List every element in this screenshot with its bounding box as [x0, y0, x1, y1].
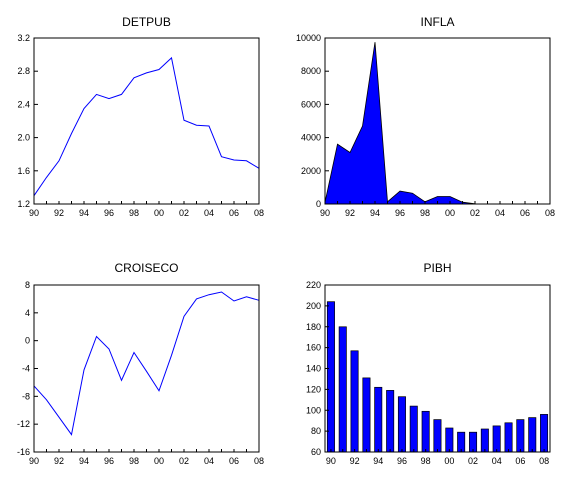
x-tick-label: 94 [373, 456, 383, 466]
x-tick-label: 94 [79, 456, 89, 466]
y-tick-label: 0 [316, 199, 321, 209]
bar-1990 [326, 301, 335, 453]
series-area-infla [324, 42, 551, 205]
x-tick-label: 02 [179, 456, 189, 466]
x-tick-label: 90 [29, 456, 39, 466]
x-tick-label: 04 [204, 456, 214, 466]
bar-1991 [338, 326, 347, 453]
x-tick-label: 08 [254, 208, 264, 218]
x-tick-label: 02 [179, 208, 189, 218]
bar-1996 [397, 396, 406, 453]
y-tick-label: 10000 [296, 33, 321, 43]
chart-panel-detpub: DETPUB 1.2 1.6 2.0 2.4 2.8 3.2 90 92 94 96 98 00 02 04… [17, 15, 264, 218]
y-tick-label: 1.6 [17, 166, 30, 176]
y-tick-label: 80 [311, 426, 321, 436]
chart-title: DETPUB [122, 15, 171, 29]
bar-2004 [492, 425, 501, 453]
plot-frame [33, 37, 260, 205]
x-tick-label: 00 [444, 456, 454, 466]
x-tick-label: 06 [229, 456, 239, 466]
y-tick-label: 1.2 [17, 199, 30, 209]
y-tick-label: 200 [306, 301, 321, 311]
x-tick-label: 92 [345, 208, 355, 218]
x-tick-label: 98 [129, 456, 139, 466]
y-tick-label: 2.0 [17, 133, 30, 143]
chart-panel-infla: INFLA 0 2000 4000 6000 8000 10000 90 92 94 96 98 00 0… [296, 15, 555, 218]
x-tick-label: 96 [395, 208, 405, 218]
y-tick-label: -4 [22, 364, 30, 374]
series-line-croiseco [33, 291, 260, 436]
y-tick-label: 0 [25, 336, 30, 346]
x-tick-label: 02 [470, 208, 480, 218]
plot-frame [33, 284, 260, 453]
x-tick-label: 92 [54, 208, 64, 218]
y-tick-label: 180 [306, 322, 321, 332]
bar-1999 [433, 419, 442, 453]
x-tick-label: 94 [370, 208, 380, 218]
x-tick-label: 90 [29, 208, 39, 218]
x-tick-label: 98 [421, 456, 431, 466]
x-tick-label: 04 [204, 208, 214, 218]
x-tick-label: 98 [129, 208, 139, 218]
chart-title: INFLA [420, 15, 454, 29]
bar-1997 [409, 405, 418, 453]
bar-2005 [504, 422, 513, 453]
y-tick-label: 4000 [301, 133, 321, 143]
x-tick-label: 92 [54, 456, 64, 466]
y-tick-label: 3.2 [17, 33, 30, 43]
bar-1995 [386, 390, 395, 453]
x-tick-label: 90 [320, 208, 330, 218]
x-tick-label: 98 [420, 208, 430, 218]
x-tick-label: 06 [229, 208, 239, 218]
y-tick-label: 2.4 [17, 99, 30, 109]
y-tick-label: 60 [311, 447, 321, 457]
bar-2007 [528, 417, 537, 453]
bar-2000 [445, 427, 454, 453]
x-tick-label: 08 [545, 208, 555, 218]
y-tick-label: 2.8 [17, 66, 30, 76]
bar-2008 [540, 414, 549, 453]
chart-panel-pibh: PIBH 60 80 100 120 140 160 180 200 220 90 92 94 96 98 0… [306, 261, 551, 466]
bar-2003 [480, 428, 489, 453]
x-tick-label: 96 [104, 208, 114, 218]
y-tick-label: 160 [306, 343, 321, 353]
y-tick-label: -8 [22, 391, 30, 401]
y-tick-label: 120 [306, 384, 321, 394]
bar-1992 [350, 350, 359, 453]
x-tick-label: 08 [539, 456, 549, 466]
y-tick-label: 220 [306, 280, 321, 290]
y-tick-label: 2000 [301, 166, 321, 176]
bar-1993 [362, 377, 371, 453]
series-line-detpub [33, 56, 260, 196]
x-tick-label: 06 [520, 208, 530, 218]
x-tick-label: 00 [154, 456, 164, 466]
y-tick-label: 8 [25, 280, 30, 290]
y-tick-label: 4 [25, 308, 30, 318]
x-tick-label: 96 [104, 456, 114, 466]
x-tick-label: 94 [79, 208, 89, 218]
x-tick-label: 90 [326, 456, 336, 466]
chart-title: CROISECO [114, 261, 178, 275]
x-tick-label: 00 [445, 208, 455, 218]
y-tick-label: 140 [306, 364, 321, 374]
x-tick-label: 96 [397, 456, 407, 466]
y-tick-label: -12 [17, 419, 30, 429]
y-tick-label: -16 [17, 447, 30, 457]
x-tick-label: 04 [492, 456, 502, 466]
x-tick-label: 08 [254, 456, 264, 466]
x-tick-label: 02 [468, 456, 478, 466]
x-tick-label: 04 [495, 208, 505, 218]
bar-2006 [516, 419, 525, 453]
y-tick-label: 8000 [301, 66, 321, 76]
y-tick-label: 6000 [301, 99, 321, 109]
x-tick-label: 00 [154, 208, 164, 218]
chart-title: PIBH [423, 261, 451, 275]
x-tick-label: 06 [515, 456, 525, 466]
y-tick-label: 100 [306, 405, 321, 415]
x-tick-label: 92 [350, 456, 360, 466]
bar-1994 [374, 386, 383, 453]
bar-1998 [421, 410, 430, 453]
